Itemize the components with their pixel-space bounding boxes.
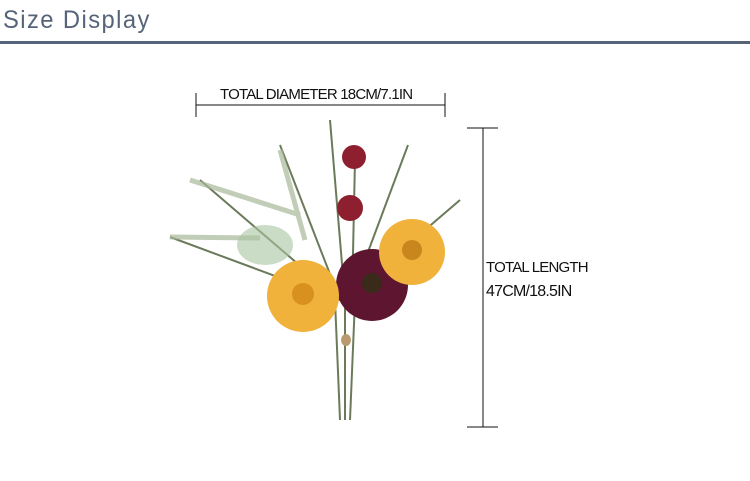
page-title: Size Display bbox=[3, 6, 151, 34]
diameter-dimension-line bbox=[195, 93, 446, 117]
title-divider bbox=[0, 41, 750, 44]
length-dimension-line bbox=[467, 127, 498, 428]
diameter-label: TOTAL DIAMETER 18CM/7.1IN bbox=[220, 86, 413, 103]
flower-bouquet bbox=[169, 119, 461, 421]
length-label-line2: 47CM/18.5IN bbox=[486, 283, 572, 300]
length-label-line1: TOTAL LENGTH bbox=[486, 259, 589, 276]
